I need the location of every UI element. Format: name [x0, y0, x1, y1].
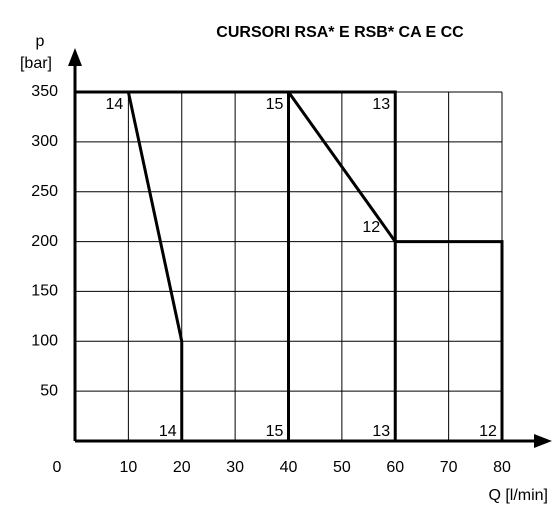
y-tick-label: 200	[31, 233, 58, 250]
y-axis-label: [bar]	[20, 55, 52, 72]
chart-title: CURSORI RSA* E RSB* CA E CC	[216, 24, 464, 41]
x-tick-label: 10	[119, 459, 137, 476]
series-label: 14	[105, 96, 123, 113]
x-tick-label: 60	[386, 459, 404, 476]
y-tick-label: 250	[31, 183, 58, 200]
x-tick-label: 80	[493, 459, 511, 476]
y-tick-label: 350	[31, 83, 58, 100]
x-axis-label: Q [l/min]	[488, 487, 548, 504]
y-tick-label: 50	[40, 382, 58, 399]
y-axis-label: p	[36, 33, 45, 50]
y-tick-label: 150	[31, 283, 58, 300]
series-line	[75, 90, 504, 441]
x-tick-label: 0	[53, 459, 62, 476]
series-label: 12	[362, 219, 380, 236]
y-tick-label: 300	[31, 133, 58, 150]
x-tick-label: 20	[173, 459, 191, 476]
y-axis-arrow	[68, 48, 82, 66]
series-label: 13	[372, 96, 390, 113]
y-tick-label: 100	[31, 333, 58, 350]
x-tick-label: 40	[280, 459, 298, 476]
series-label: 15	[266, 423, 284, 440]
x-tick-label: 30	[226, 459, 244, 476]
x-axis-arrow	[534, 434, 552, 448]
x-tick-label: 70	[440, 459, 458, 476]
series-label: 12	[479, 423, 497, 440]
series-label: 15	[266, 96, 284, 113]
series-label: 13	[372, 423, 390, 440]
x-tick-label: 50	[333, 459, 351, 476]
series-label: 14	[159, 423, 177, 440]
